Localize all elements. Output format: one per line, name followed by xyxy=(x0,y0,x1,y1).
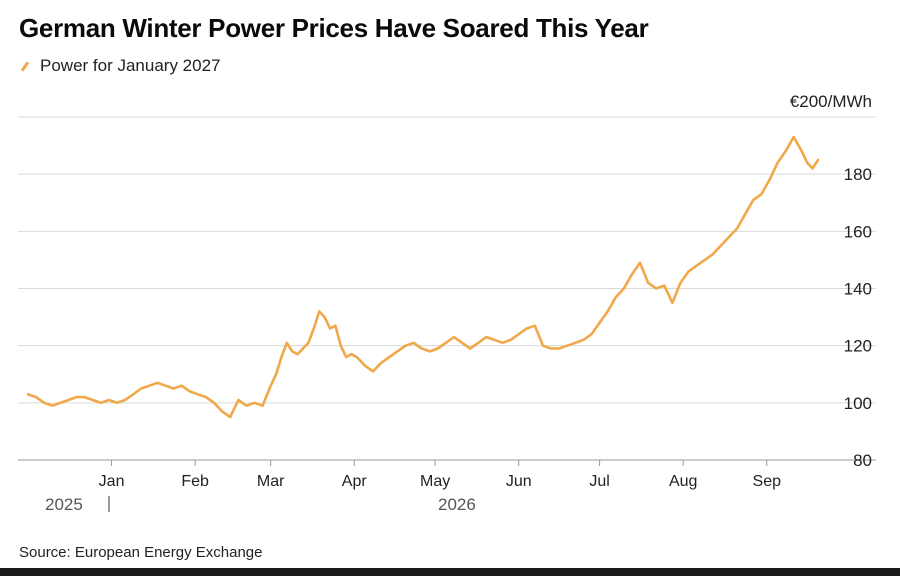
y-unit-label: €200/MWh xyxy=(790,92,872,111)
y-tick-label: 180 xyxy=(844,165,872,184)
y-tick-label: 120 xyxy=(844,337,872,356)
bottom-bar xyxy=(0,568,900,576)
y-tick-label: 140 xyxy=(844,280,872,299)
series-line-power-jan-2027 xyxy=(26,135,820,419)
x-tick-label: Mar xyxy=(257,473,285,490)
x-tick-label: May xyxy=(420,473,450,490)
year-label-2025: 2025 xyxy=(45,495,83,514)
x-tick-label: Aug xyxy=(669,473,697,490)
x-tick-label: Jul xyxy=(589,473,609,490)
x-tick-label: Jun xyxy=(506,473,532,490)
y-tick-label: 80 xyxy=(853,451,872,470)
x-tick-label: Jan xyxy=(99,473,125,490)
x-tick-label: Sep xyxy=(753,473,782,490)
legend-label: Power for January 2027 xyxy=(40,56,221,75)
y-tick-label: 160 xyxy=(844,222,872,241)
x-tick-label: Apr xyxy=(342,473,368,490)
x-tick-label: Feb xyxy=(181,473,209,490)
legend: Power for January 2027 xyxy=(20,56,221,76)
y-tick-label: 100 xyxy=(844,394,872,413)
source-note: Source: European Energy Exchange xyxy=(19,544,263,561)
chart-title: German Winter Power Prices Have Soared T… xyxy=(19,13,649,43)
line-chart: €200/MWh 80 100 120 140 160 180 Jan Feb Mar Apr May… xyxy=(18,92,876,514)
year-label-2026: 2026 xyxy=(438,495,476,514)
